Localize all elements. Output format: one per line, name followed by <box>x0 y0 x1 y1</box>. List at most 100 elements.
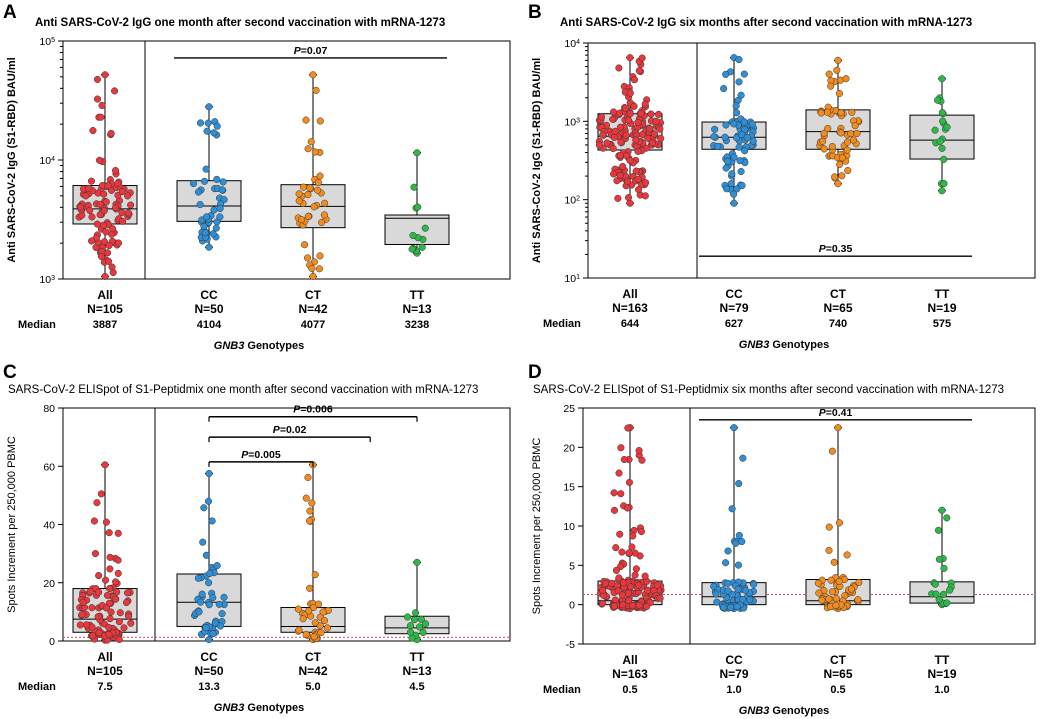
data-point <box>735 78 743 86</box>
data-point <box>309 71 317 79</box>
data-point <box>91 550 99 558</box>
chart-title: Anti SARS-CoV-2 IgG one month after seco… <box>35 17 445 29</box>
data-point <box>722 164 730 172</box>
data-point <box>102 518 110 526</box>
data-point <box>730 190 738 198</box>
data-point <box>644 134 652 142</box>
data-point <box>597 113 605 121</box>
data-point <box>943 514 951 522</box>
data-point <box>189 180 198 188</box>
data-point <box>106 585 114 593</box>
data-point <box>421 224 429 232</box>
y-tick-label: 104 <box>39 155 55 167</box>
data-point <box>730 153 738 161</box>
y-tick-label: 105 <box>39 36 55 48</box>
data-point <box>98 101 106 110</box>
y-tick-label: 103 <box>564 116 580 128</box>
category-label: CT <box>305 650 322 664</box>
n-label: N=19 <box>927 667 956 681</box>
data-point <box>309 603 318 611</box>
data-point <box>200 177 209 185</box>
data-point <box>741 147 749 155</box>
category-label: CC <box>200 650 218 664</box>
data-point <box>304 145 312 153</box>
data-point <box>410 616 419 624</box>
data-point <box>720 603 728 611</box>
data-point <box>733 603 741 611</box>
data-point <box>312 86 320 94</box>
y-tick-label: 20 <box>563 442 575 454</box>
data-point <box>298 216 306 224</box>
data-point <box>299 615 307 623</box>
data-point <box>629 532 637 540</box>
data-point <box>625 478 633 486</box>
data-point <box>316 172 324 180</box>
data-point <box>304 191 312 199</box>
data-point <box>843 551 851 559</box>
data-point <box>711 125 719 133</box>
data-point <box>828 142 836 151</box>
p-value-label: P=0.35 <box>819 243 853 255</box>
median-value: 4.5 <box>409 681 424 693</box>
data-point <box>105 529 113 537</box>
data-point <box>635 447 643 455</box>
data-point <box>849 136 857 144</box>
data-point <box>205 469 213 478</box>
data-point <box>931 126 939 134</box>
data-point <box>115 618 123 626</box>
data-point <box>105 241 113 250</box>
p-value-label: P=0.02 <box>273 424 307 436</box>
data-point <box>125 612 133 620</box>
data-point <box>853 129 861 138</box>
data-point <box>421 620 430 628</box>
data-point <box>943 123 951 131</box>
category-label: TT <box>410 288 425 302</box>
data-point <box>934 526 943 534</box>
data-point <box>832 594 840 602</box>
data-point <box>200 504 208 512</box>
data-point <box>615 64 623 72</box>
data-point <box>209 594 217 602</box>
data-point <box>735 531 743 539</box>
data-point <box>208 517 216 525</box>
data-point <box>318 218 326 226</box>
data-point <box>202 165 210 173</box>
data-point <box>619 601 627 609</box>
chart-title: SARS-CoV-2 ELISpot of S1-Peptidmix six m… <box>533 384 1004 396</box>
data-point <box>310 203 318 211</box>
data-point <box>727 603 735 611</box>
panel-a: A Anti SARS-CoV-2 IgG one month after sec… <box>0 0 520 360</box>
median-value: 575 <box>933 318 951 330</box>
y-tick-label: 104 <box>564 38 580 50</box>
data-point <box>321 199 329 207</box>
data-point <box>202 213 211 221</box>
panel-b: B Anti SARS-CoV-2 IgG six months after se… <box>525 0 1045 360</box>
x-axis-title: GNB3 Genotypes <box>739 705 829 717</box>
data-point <box>814 579 822 587</box>
data-point <box>408 634 416 642</box>
data-point <box>213 122 221 130</box>
data-point <box>112 204 120 212</box>
data-point <box>100 207 108 215</box>
data-point <box>650 130 658 138</box>
data-point <box>195 608 203 616</box>
data-point <box>127 201 135 209</box>
data-point <box>119 217 127 225</box>
data-point <box>851 122 859 130</box>
data-point <box>124 209 132 217</box>
data-point <box>106 615 114 623</box>
data-point <box>213 175 221 183</box>
data-point <box>93 75 101 83</box>
data-point <box>218 610 226 618</box>
median-value: 3238 <box>405 319 429 331</box>
data-point <box>836 160 844 168</box>
median-row-label: Median <box>18 681 56 693</box>
data-point <box>200 222 208 230</box>
data-point <box>820 145 828 153</box>
data-point <box>735 143 743 151</box>
median-value: 740 <box>829 318 847 330</box>
y-tick-label: 10 <box>563 521 575 533</box>
data-point <box>728 170 736 178</box>
data-point <box>88 213 96 221</box>
